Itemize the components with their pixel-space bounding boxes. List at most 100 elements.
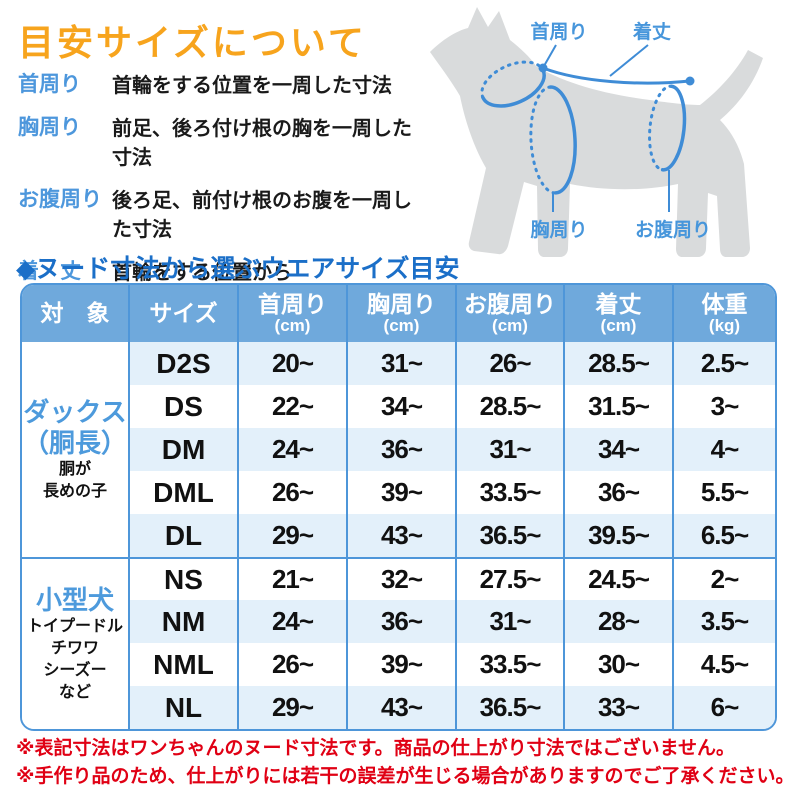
header-unit: (cm) (274, 316, 311, 335)
value-cell: 33.5~ (455, 471, 563, 514)
size-cell: D2S (128, 342, 237, 385)
group-note: トイプードル (26, 617, 123, 635)
header-label: 胸周り (367, 291, 436, 317)
group-label-2: （胴長） (22, 427, 127, 458)
footnote-line: ※表記寸法はワンちゃんのヌード寸法です。商品の仕上がり寸法ではございません。 (16, 738, 736, 759)
value-cell: 6.5~ (672, 514, 775, 557)
value-cell: 31~ (455, 428, 563, 471)
value-cell: 24.5~ (563, 557, 672, 600)
legend-desc: 前足、後ろ付け根の胸を一周した寸法 (112, 118, 412, 169)
value-cell: 30~ (563, 643, 672, 686)
value-cell: 21~ (237, 557, 346, 600)
size-cell: DML (128, 471, 237, 514)
dog-silhouette-icon: 首周り 着丈 胸周り お腹周り (430, 7, 763, 257)
group-note: チワワ (50, 639, 99, 657)
size-table: 対 象 サイズ 首周り (cm) 胸周り (cm) お腹周り (cm) 着丈 (… (20, 283, 777, 731)
header-weight: 体重 (kg) (672, 285, 775, 342)
section-heading: ◆ヌード寸法から選ぶウエアサイズ目安 (16, 255, 460, 283)
header-length: 着丈 (cm) (563, 285, 672, 342)
dog-measurement-diagram: 首周り 着丈 胸周り お腹周り (420, 0, 800, 290)
value-cell: 2.5~ (672, 342, 775, 385)
header-label: 首周り (258, 291, 327, 317)
value-cell: 3~ (672, 385, 775, 428)
value-cell: 28.5~ (455, 385, 563, 428)
value-cell: 33~ (563, 686, 672, 729)
value-cell: 34~ (563, 428, 672, 471)
diagram-label-neck: 首周り (530, 20, 587, 43)
size-cell: NS (128, 557, 237, 600)
value-cell: 4~ (672, 428, 775, 471)
size-cell: NM (128, 600, 237, 643)
value-cell: 20~ (237, 342, 346, 385)
size-cell: NML (128, 643, 237, 686)
value-cell: 5.5~ (672, 471, 775, 514)
value-cell: 39~ (346, 471, 455, 514)
value-cell: 36.5~ (455, 514, 563, 557)
value-cell: 39.5~ (563, 514, 672, 557)
legend-desc-line1: 首輪をする位置から (112, 262, 292, 284)
header-subject: 対 象 (22, 285, 128, 342)
value-cell: 36~ (346, 600, 455, 643)
group-note: など (58, 683, 91, 701)
diagram-label-length: 着丈 (633, 20, 671, 43)
legend-term: 着 丈 (18, 260, 81, 283)
legend-term: 胸周り (18, 116, 81, 139)
subject-group-dachshund: ダックス （胴長） 胴が 長めの子 (22, 342, 128, 557)
value-cell: 26~ (237, 643, 346, 686)
value-cell: 24~ (237, 600, 346, 643)
group-label: ダックス (23, 396, 127, 427)
value-cell: 43~ (346, 514, 455, 557)
value-cell: 36~ (346, 428, 455, 471)
header-label: サイズ (149, 300, 218, 326)
legend-desc: 首輪をする位置を一周した寸法 (112, 75, 392, 97)
value-cell: 33.5~ (455, 643, 563, 686)
value-cell: 6~ (672, 686, 775, 729)
diagram-label-belly: お腹周り (635, 218, 711, 241)
value-cell: 27.5~ (455, 557, 563, 600)
size-cell: NL (128, 686, 237, 729)
value-cell: 31.5~ (563, 385, 672, 428)
value-cell: 28~ (563, 600, 672, 643)
legend-row-belly: お腹周り 後ろ足、前付け根のお腹を一周した寸法 (18, 187, 418, 245)
value-cell: 32~ (346, 557, 455, 600)
header-label: 体重 (701, 291, 748, 317)
footnote-line: ※手作り品のため、仕上がりには若干の誤差が生じる場合がありますのでご了承ください… (16, 766, 795, 787)
header-unit: (kg) (708, 316, 741, 335)
group-note: 長めの子 (42, 482, 107, 500)
legend-row-neck: 首周り 首輪をする位置を一周した寸法 (18, 72, 418, 101)
value-cell: 34~ (346, 385, 455, 428)
value-cell: 24~ (237, 428, 346, 471)
value-cell: 26~ (237, 471, 346, 514)
header-belly: お腹周り (cm) (455, 285, 563, 342)
value-cell: 26~ (455, 342, 563, 385)
group-note: 胴が (58, 460, 91, 478)
value-cell: 22~ (237, 385, 346, 428)
header-size: サイズ (128, 285, 237, 342)
size-cell: DL (128, 514, 237, 557)
value-cell: 36.5~ (455, 686, 563, 729)
value-cell: 36~ (563, 471, 672, 514)
value-cell: 31~ (455, 600, 563, 643)
value-cell: 4.5~ (672, 643, 775, 686)
group-note: シーズー (43, 661, 107, 679)
value-cell: 39~ (346, 643, 455, 686)
legend-term: お腹周り (18, 188, 102, 211)
value-cell: 3.5~ (672, 600, 775, 643)
size-cell: DM (128, 428, 237, 471)
header-label: 対 象 (40, 300, 110, 326)
value-cell: 31~ (346, 342, 455, 385)
value-cell: 2~ (672, 557, 775, 600)
legend-desc: 後ろ足、前付け根のお腹を一周した寸法 (112, 190, 412, 241)
footnotes: ※表記寸法はワンちゃんのヌード寸法です。商品の仕上がり寸法ではございません。 ※… (16, 735, 794, 791)
header-unit: (cm) (383, 316, 420, 335)
header-unit: (cm) (492, 316, 528, 335)
value-cell: 28.5~ (563, 342, 672, 385)
size-cell: DS (128, 385, 237, 428)
legend-row-chest: 胸周り 前足、後ろ付け根の胸を一周した寸法 (18, 115, 418, 173)
header-label: 着丈 (595, 291, 642, 317)
value-cell: 43~ (346, 686, 455, 729)
header-neck: 首周り (cm) (237, 285, 346, 342)
value-cell: 29~ (237, 686, 346, 729)
header-chest: 胸周り (cm) (346, 285, 455, 342)
header-unit: (cm) (600, 316, 637, 335)
